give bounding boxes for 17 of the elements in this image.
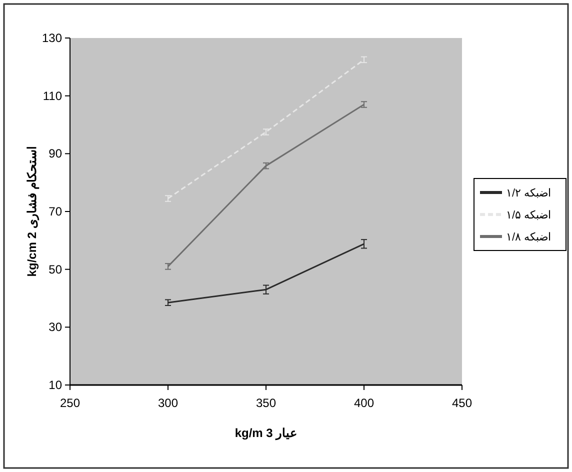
xtick: 350 (256, 396, 276, 410)
ytick: 70 (48, 204, 62, 218)
ytick: 10 (48, 378, 62, 392)
ytick: 130 (42, 31, 62, 45)
ylabel: kg/cm 2 استحکام فشاری (25, 146, 39, 277)
xlabel: kg/m 3 عیار (234, 426, 298, 440)
legend-label: اضبکه ۱/۸ (506, 232, 552, 244)
xtick: 250 (60, 396, 80, 410)
ytick: 110 (42, 88, 62, 103)
xtick: 400 (354, 396, 374, 410)
ytick: 90 (48, 146, 62, 161)
ytick: 50 (48, 262, 62, 276)
xtick: 300 (158, 396, 178, 410)
legend-label: اضبکه ۱/۲ (506, 188, 552, 200)
legend-label: اضبکه ۱/۵ (506, 210, 552, 222)
xtick: 450 (452, 396, 472, 410)
ytick: 30 (48, 320, 62, 334)
